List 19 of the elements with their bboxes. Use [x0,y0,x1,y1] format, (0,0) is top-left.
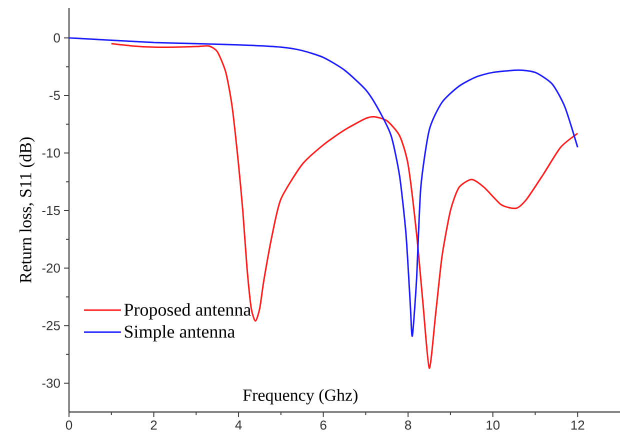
x-tick-label: 12 [571,420,584,430]
y-tick-label: -30 [42,378,60,388]
x-tick-label: 8 [405,420,412,430]
y-axis-title: Return loss, S11 (dB) [19,137,35,283]
legend-label: Proposed antenna [124,303,251,320]
x-tick-label: 0 [66,420,72,430]
y-tick-label: 0 [54,33,60,43]
x-tick-label: 2 [150,420,157,430]
x-tick-label: 6 [320,420,326,430]
legend-label: Simple antenna [124,325,235,342]
y-tick-label: -15 [42,206,60,216]
y-tick-label: -20 [42,264,60,273]
x-tick-label: 10 [486,420,500,430]
y-tick-label: -5 [49,90,60,100]
y-tick-label: -10 [42,148,60,158]
y-tick-label: -25 [42,321,60,330]
x-axis-title: Frequency (Ghz) [243,388,358,404]
line-series [110,42,578,369]
x-tick-label: 4 [235,420,242,430]
